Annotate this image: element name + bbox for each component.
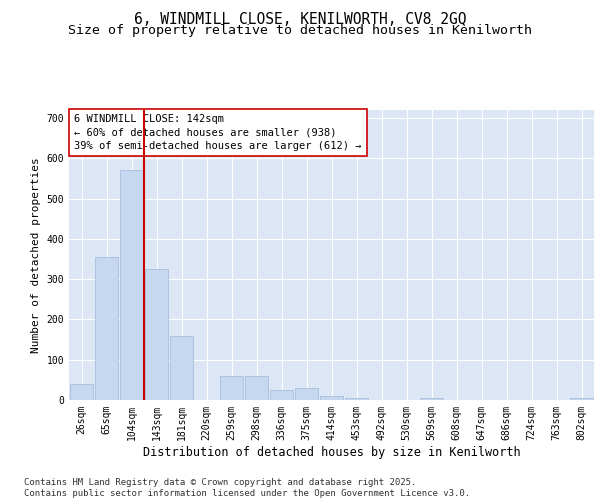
Y-axis label: Number of detached properties: Number of detached properties <box>31 157 41 353</box>
Bar <box>419 398 443 400</box>
X-axis label: Distribution of detached houses by size in Kenilworth: Distribution of detached houses by size … <box>143 446 520 458</box>
Bar <box>269 390 293 400</box>
Bar <box>119 170 143 400</box>
Bar <box>70 384 94 400</box>
Bar <box>95 257 118 400</box>
Text: 6 WINDMILL CLOSE: 142sqm
← 60% of detached houses are smaller (938)
39% of semi-: 6 WINDMILL CLOSE: 142sqm ← 60% of detach… <box>74 114 362 151</box>
Bar <box>344 398 368 400</box>
Bar <box>220 376 244 400</box>
Text: Size of property relative to detached houses in Kenilworth: Size of property relative to detached ho… <box>68 24 532 37</box>
Bar <box>320 396 343 400</box>
Bar <box>295 388 319 400</box>
Text: Contains HM Land Registry data © Crown copyright and database right 2025.
Contai: Contains HM Land Registry data © Crown c… <box>24 478 470 498</box>
Bar <box>170 336 193 400</box>
Bar <box>145 269 169 400</box>
Bar <box>569 398 593 400</box>
Bar <box>245 376 268 400</box>
Text: 6, WINDMILL CLOSE, KENILWORTH, CV8 2GQ: 6, WINDMILL CLOSE, KENILWORTH, CV8 2GQ <box>134 12 466 28</box>
